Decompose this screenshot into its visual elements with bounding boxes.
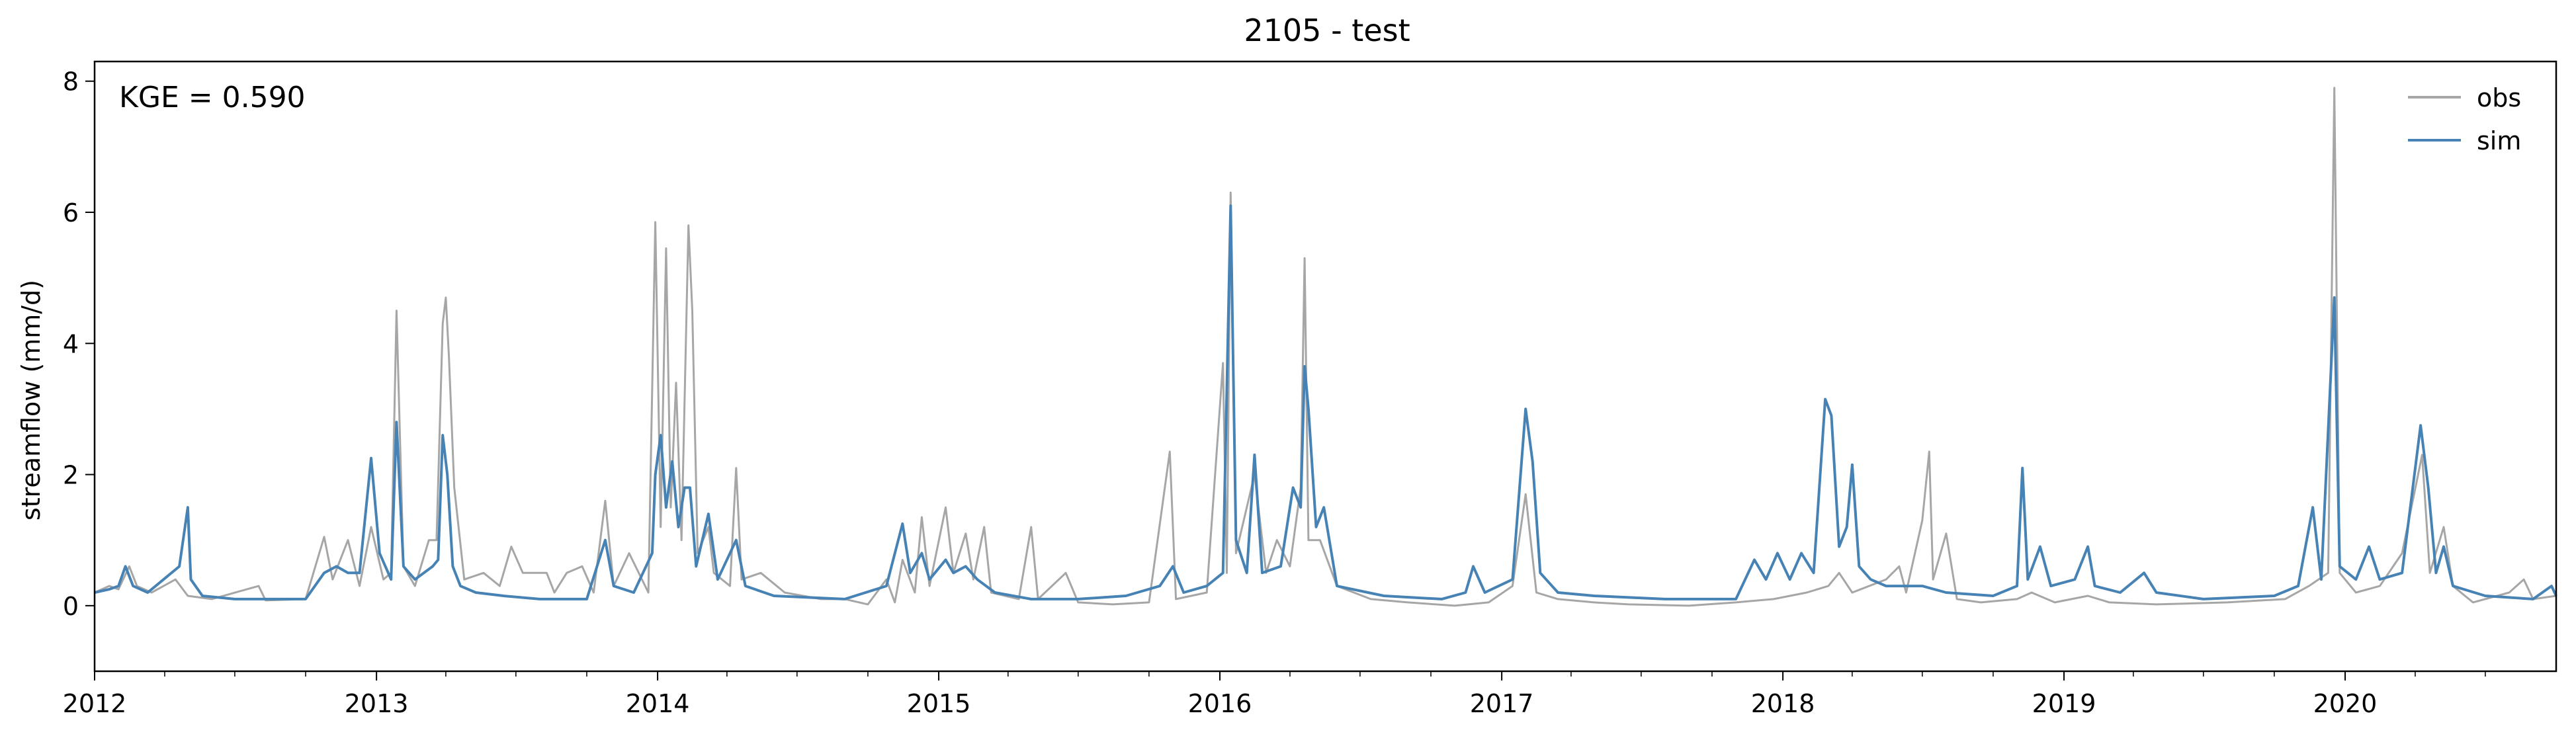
x-tick-label: 2016 <box>1188 689 1252 718</box>
y-tick-label: 2 <box>63 461 79 490</box>
plot-frame <box>93 60 2557 673</box>
y-tick-label: 4 <box>63 329 79 358</box>
x-tick-label: 2019 <box>2032 689 2096 718</box>
series-line-obs <box>94 87 2557 607</box>
y-tick-label: 8 <box>63 67 79 97</box>
x-tick-label: 2017 <box>1470 689 1534 718</box>
chart-title: 2105 - test <box>1244 13 1410 48</box>
x-tick-label: 2013 <box>345 689 409 718</box>
x-tick-label: 2015 <box>907 689 971 718</box>
series-line-sim <box>94 204 2557 600</box>
plot-area <box>94 87 2557 607</box>
legend-label-obs: obs <box>2477 83 2521 112</box>
y-tick-label: 6 <box>63 198 79 227</box>
x-tick-label: 2018 <box>1751 689 1815 718</box>
y-tick-label: 0 <box>63 592 79 621</box>
legend-label-sim: sim <box>2477 126 2521 155</box>
kge-annotation: KGE = 0.590 <box>119 81 306 114</box>
x-tick-label: 2014 <box>626 689 690 718</box>
y-axis-label: streamflow (mm/d) <box>17 280 46 520</box>
x-tick-label: 2012 <box>63 689 127 718</box>
x-tick-label: 2020 <box>2313 689 2378 718</box>
legend: obs sim <box>2408 83 2521 155</box>
